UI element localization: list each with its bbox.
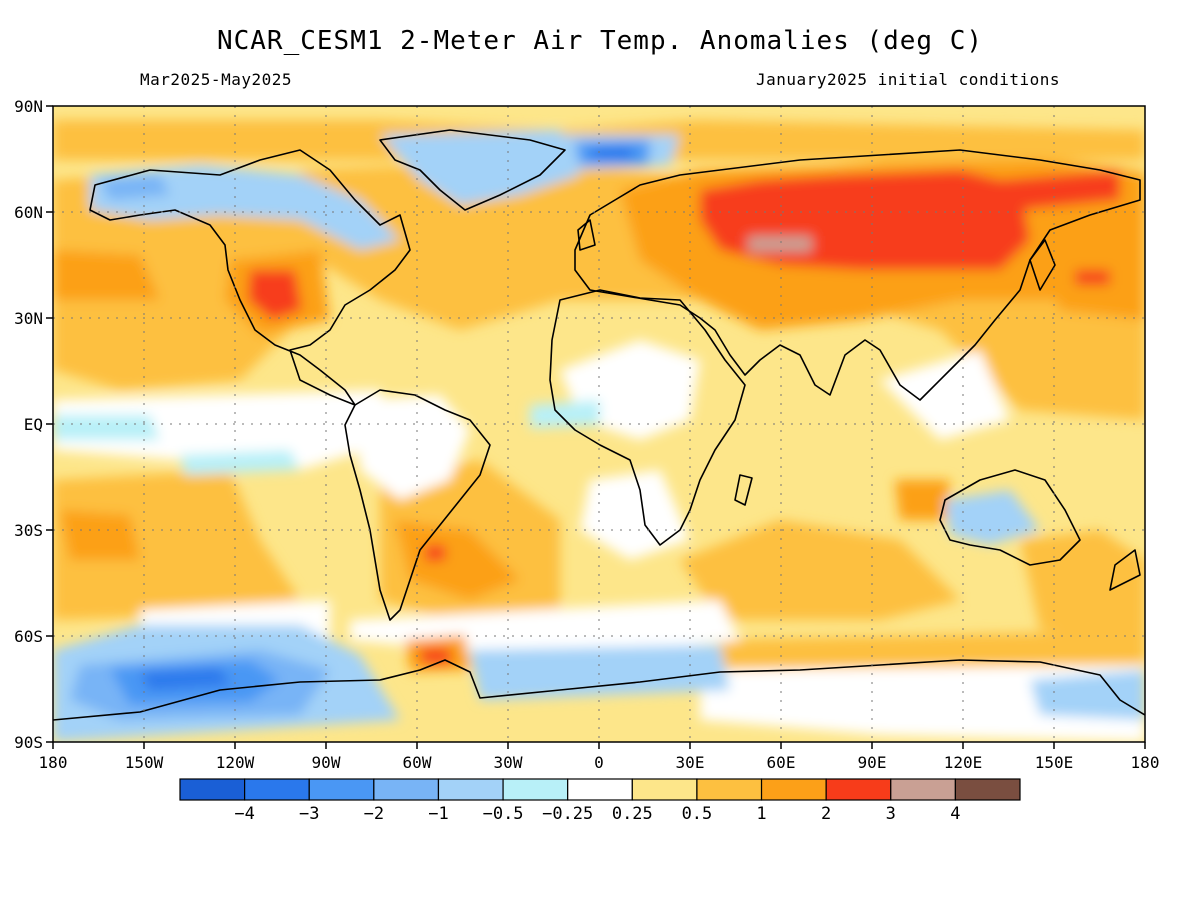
- field-cool-australia: [945, 490, 1040, 545]
- colorbar-swatch: [760, 778, 827, 801]
- lat-tick-label: EQ: [24, 415, 43, 434]
- coast-japan: [1029, 239, 1056, 291]
- axis: 180 150W 120W 90W 60W 30W 0 30E 60E 90E 120E 150E 18…: [14, 97, 1159, 772]
- coast-antarctica: [53, 659, 1145, 721]
- lat-tick-label: 30N: [14, 309, 43, 328]
- field-warm-south-ring: [720, 630, 1145, 675]
- colorbar-swatch: [631, 778, 698, 801]
- field-very-hot-argentina: [425, 545, 446, 562]
- colorbar-label: −3: [299, 804, 319, 824]
- field-cool-weddell: [470, 645, 730, 700]
- lat-tick-label: 90N: [14, 97, 43, 116]
- lon-tick-label: 60W: [403, 753, 432, 772]
- colorbar-label: −1: [428, 804, 448, 824]
- colorbar-swatch: [696, 778, 763, 801]
- field-hot-south-pacific: [60, 510, 140, 560]
- colorbar-label: −4: [234, 804, 254, 824]
- colorbar-swatch: [437, 778, 504, 801]
- field-warm-tasman: [1020, 530, 1145, 640]
- lon-tick-label: 150W: [125, 753, 164, 772]
- colorbar-label: 0.25: [612, 804, 653, 824]
- field-coldest-south-pacific: [140, 668, 230, 690]
- field-cool-equatorial-pacific: [53, 415, 160, 440]
- colorbar-label: −0.25: [542, 804, 593, 824]
- lon-tick-label: 120E: [944, 753, 983, 772]
- colorbar: −4 −3 −2 −1 −0.5 −0.25 0.25 0.5 1 2 3 4: [179, 778, 1021, 824]
- field-hot-south-america: [395, 520, 520, 600]
- lon-tick-label: 180: [1131, 753, 1160, 772]
- field-extreme-central-asia: [748, 236, 812, 252]
- field-very-hot-japan-sea: [1075, 270, 1110, 285]
- coast-greenland: [379, 129, 566, 211]
- coast-madagascar: [734, 474, 753, 506]
- colorbar-swatch: [890, 778, 956, 801]
- colorbar-swatch: [244, 778, 310, 801]
- field-warm-north-pacific: [53, 170, 320, 390]
- forecast-period: Mar2025-May2025: [140, 70, 292, 89]
- field-cool-canada: [90, 165, 400, 250]
- colorbar-swatch: [308, 778, 375, 801]
- colorbar-label: 1: [756, 804, 766, 824]
- colorbar-label: 4: [950, 804, 960, 824]
- colorbar-label: −2: [364, 804, 384, 824]
- lon-tick-label: 0: [594, 753, 604, 772]
- field-warm-west-pacific: [1040, 300, 1145, 420]
- field-cold-canada: [100, 175, 170, 200]
- colorbar-label: −0.5: [483, 804, 524, 824]
- colorbar-swatch: [825, 778, 892, 801]
- lon-tick-label: 150E: [1035, 753, 1074, 772]
- initial-conditions: January2025 initial conditions: [756, 70, 1060, 89]
- colorbar-label: 0.5: [682, 804, 713, 824]
- coast-africa: [549, 289, 746, 546]
- colorbar-swatch: [179, 778, 246, 801]
- lon-tick-label: 60E: [767, 753, 796, 772]
- lat-tick-label: 90S: [14, 733, 43, 752]
- field-very-hot-us-southwest: [248, 270, 302, 320]
- lon-tick-label: 90W: [312, 753, 341, 772]
- field-neutral-south-africa: [580, 470, 690, 560]
- field-very-hot-east-asia: [1000, 170, 1120, 210]
- coast-south-america: [344, 389, 491, 621]
- lon-tick-label: 30W: [494, 753, 523, 772]
- lon-tick-label: 30E: [676, 753, 705, 772]
- field-coldest-greenland-sea: [592, 146, 632, 160]
- colorbar-label: 3: [886, 804, 896, 824]
- lat-tick-label: 60N: [14, 203, 43, 222]
- lon-tick-label: 90E: [858, 753, 887, 772]
- colorbar-swatch: [567, 778, 633, 801]
- field-hot-australia-west: [895, 480, 950, 520]
- coast-eurasia: [574, 149, 1141, 401]
- coast-new-zealand: [1109, 549, 1141, 591]
- field-cool-east-pacific: [180, 450, 300, 475]
- colorbar-swatch: [502, 778, 569, 801]
- gridlines: [53, 106, 1145, 742]
- lat-tick-label: 60S: [14, 627, 43, 646]
- colorbar-label: 2: [821, 804, 831, 824]
- field-warm-south-pacific: [53, 470, 300, 620]
- field-neutral-equatorial-pacific: [53, 390, 400, 470]
- coast-uk: [577, 219, 596, 251]
- lat-tick-label: 30S: [14, 521, 43, 540]
- colorbar-swatch: [373, 778, 440, 801]
- colorbar-swatch: [954, 778, 1021, 801]
- field-cool-greenland: [380, 130, 580, 205]
- lon-tick-label: 120W: [216, 753, 255, 772]
- map-title: NCAR_CESM1 2-Meter Air Temp. Anomalies (…: [216, 26, 984, 56]
- field-warm-indian: [680, 520, 960, 620]
- field-cool-equatorial-atlantic: [530, 400, 600, 428]
- coast-australia: [939, 469, 1081, 566]
- coastlines: [53, 129, 1145, 721]
- field-hot-north-pacific-band: [53, 250, 160, 300]
- field-very-hot-siberia: [700, 170, 1030, 270]
- field-cool-ross: [1030, 670, 1145, 720]
- lon-tick-label: 180: [39, 753, 68, 772]
- field-neutral-maritime: [880, 350, 1010, 440]
- coast-north-america: [89, 149, 411, 406]
